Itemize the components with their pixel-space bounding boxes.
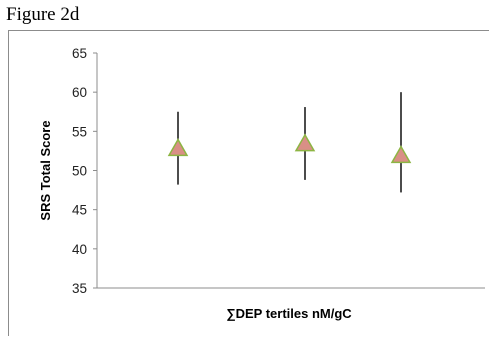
y-tick-label: 65 — [72, 46, 87, 61]
triangle-marker — [390, 145, 412, 164]
triangle-marker — [167, 138, 189, 157]
data-marks — [167, 92, 412, 193]
figure-label: Figure 2d — [6, 4, 80, 25]
chart-frame — [8, 30, 489, 336]
y-tick-label: 55 — [72, 124, 87, 139]
y-tick-label: 50 — [72, 164, 87, 179]
y-tick-label: 40 — [72, 242, 87, 257]
triangle-marker — [294, 133, 316, 152]
y-axis-title: SRS Total Score — [38, 120, 53, 220]
x-axis-title: ∑DEP tertiles nM/gC — [226, 306, 352, 321]
y-tick-label: 60 — [72, 85, 87, 100]
y-axis: 35 40 45 50 55 60 65 — [72, 46, 98, 296]
y-tick-label: 35 — [72, 281, 87, 296]
y-tick-label: 45 — [72, 203, 87, 218]
